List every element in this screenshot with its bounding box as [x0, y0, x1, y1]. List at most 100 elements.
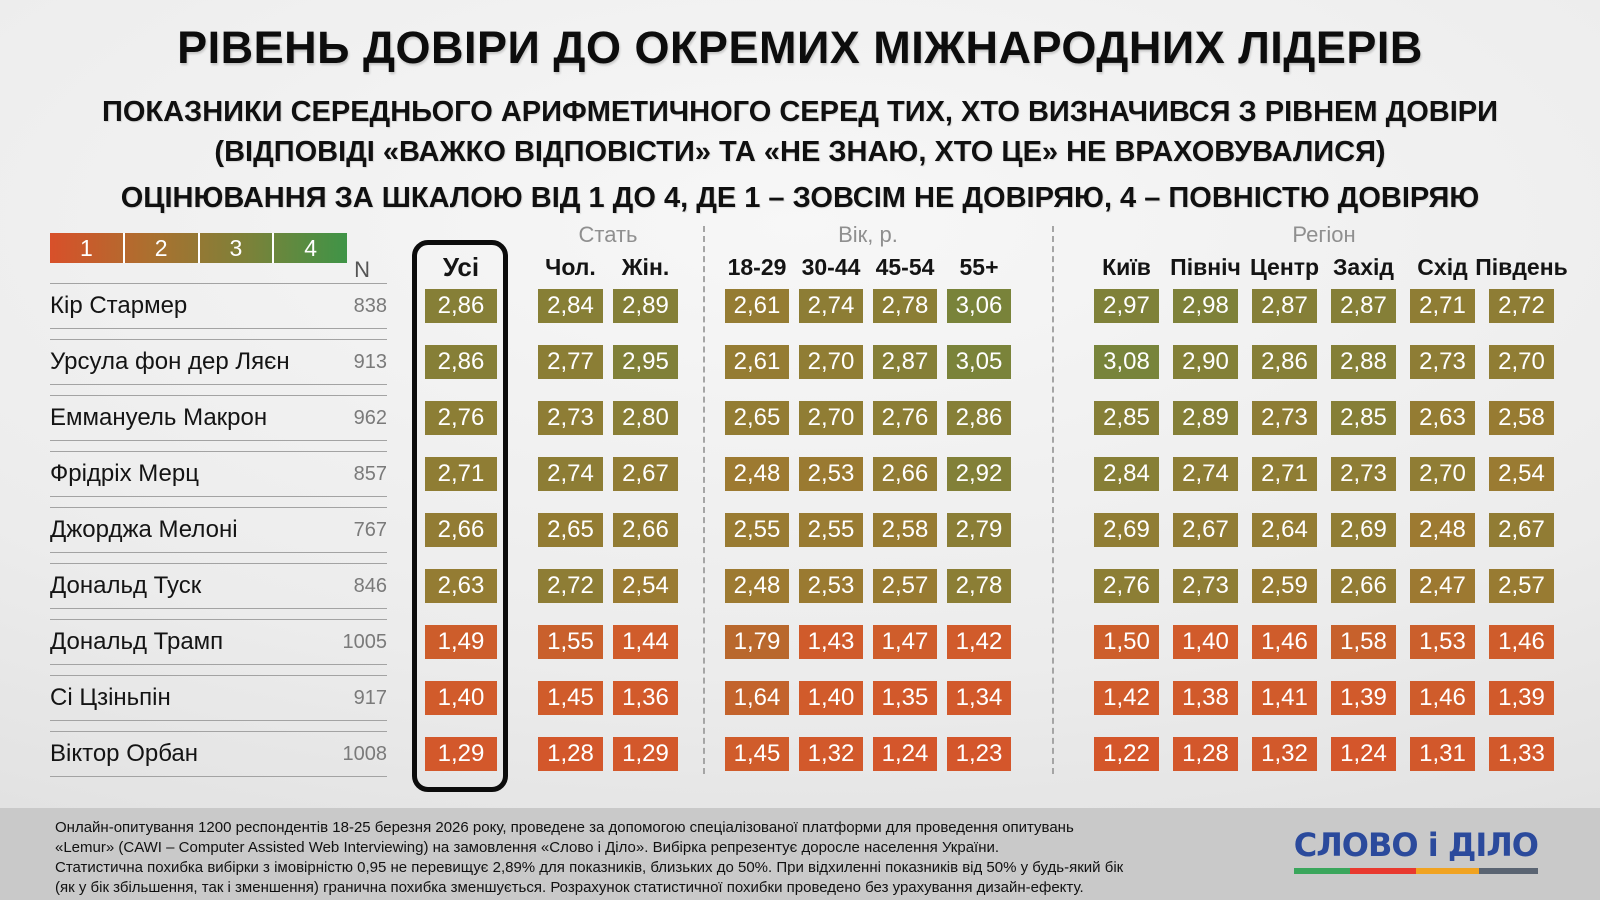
value-cell: 2,92 [947, 457, 1011, 491]
value-cell: 2,98 [1173, 289, 1238, 323]
column-header: 18-29 [727, 253, 787, 280]
column-header: Чол. [545, 253, 596, 280]
subtitle-line-2: (ВІДПОВІДІ «ВАЖКО ВІДПОВІСТИ» ТА «НЕ ЗНА… [214, 136, 1386, 168]
value-cell: 2,74 [1173, 457, 1238, 491]
leader-name: Дональд Трамп [50, 628, 224, 655]
leader-sample-size: 917 [353, 686, 387, 709]
value-cell: 1,50 [1094, 625, 1159, 659]
value-cell: 1,64 [725, 681, 789, 715]
value-cell: 1,36 [613, 681, 678, 715]
value-cell: 1,58 [1331, 625, 1396, 659]
methodology-line: Онлайн-опитування 1200 респондентів 18-2… [55, 819, 1074, 836]
value-cell: 1,55 [538, 625, 603, 659]
leader-name: Еммануель Макрон [50, 404, 268, 431]
subtitle-line-1: ПОКАЗНИКИ СЕРЕДНЬОГО АРИФМЕТИЧНОГО СЕРЕД… [101, 96, 1498, 128]
value-cell: 1,40 [425, 681, 497, 715]
legend-step-1: 1 [50, 233, 125, 263]
value-cell: 2,70 [1410, 457, 1475, 491]
group-divider-gender-age [703, 226, 705, 774]
column-group-age: Вік, р. 18-29 30-44 45-54 55+ 2,61 2,74 2,78 3,0… [725, 222, 1011, 782]
legend-step-4: 4 [304, 234, 318, 261]
value-cell-row: 1,49 [425, 625, 497, 659]
value-cell-row: 1,40 [425, 681, 497, 715]
logo-bar-segment [1415, 868, 1480, 874]
value-cell: 1,31 [1410, 737, 1475, 771]
value-cell-row: 2,48 2,53 2,57 2,78 [725, 569, 1011, 603]
value-cell: 2,87 [873, 345, 937, 379]
value-cell: 2,65 [725, 401, 789, 435]
value-cell: 2,48 [725, 569, 789, 603]
value-cell-row: 2,84 2,74 2,71 2,73 2,70 2,54 [1094, 457, 1554, 491]
value-cell-row: 1,45 1,32 1,24 1,23 [725, 737, 1011, 771]
value-cell: 1,35 [873, 681, 937, 715]
leader-name: Джорджа Мелоні [50, 516, 238, 543]
value-cell-row: 2,85 2,89 2,73 2,85 2,63 2,58 [1094, 401, 1554, 435]
logo-wordmark: СЛОВО і ДІЛО [1293, 826, 1539, 864]
leader-row: Віктор Орбан 1008 [50, 731, 387, 777]
group-label-region: Регіон [1292, 222, 1356, 247]
leader-names-column: Кір Стармер 838 Урсула фон дер Ляєн 913 Емма… [50, 283, 387, 787]
value-cell: 1,79 [725, 625, 789, 659]
value-cell: 2,73 [538, 401, 603, 435]
value-cell: 2,70 [799, 345, 863, 379]
leader-sample-size: 1008 [342, 742, 388, 765]
value-cell: 2,86 [947, 401, 1011, 435]
methodology-line: «Lemur» (CAWI – Computer Assisted Web In… [55, 839, 1000, 856]
value-cell: 2,65 [538, 513, 603, 547]
value-cell: 2,63 [1410, 401, 1475, 435]
value-cell: 2,67 [1489, 513, 1554, 547]
value-cell-row: 1,50 1,40 1,46 1,58 1,53 1,46 [1094, 625, 1554, 659]
column-group-region: Регіон Київ Північ Центр Захід Схід Південь 2,9… [1094, 222, 1568, 782]
value-cell: 1,28 [1173, 737, 1238, 771]
value-cell: 1,40 [1173, 625, 1238, 659]
value-cell-row: 2,86 [425, 345, 497, 379]
value-cell: 2,48 [1410, 513, 1475, 547]
value-cell-row: 2,66 [425, 513, 497, 547]
value-cell-row: 1,79 1,43 1,47 1,42 [725, 625, 1011, 659]
leader-name: Сі Цзіньпін [50, 684, 171, 711]
value-cell: 2,61 [725, 345, 789, 379]
value-cell: 2,69 [1094, 513, 1159, 547]
value-cell: 2,76 [1094, 569, 1159, 603]
value-cell: 3,05 [947, 345, 1011, 379]
value-cell: 2,76 [425, 401, 497, 435]
value-cell-row: 2,77 2,95 [538, 345, 678, 379]
column-headers-age: 18-29 30-44 45-54 55+ [725, 250, 1011, 284]
value-cell: 2,76 [873, 401, 937, 435]
leader-row: Еммануель Макрон 962 [50, 395, 387, 441]
column-header: Центр [1249, 253, 1320, 280]
column-header: Київ [1102, 253, 1151, 280]
value-cell: 2,61 [725, 289, 789, 323]
value-cell: 2,87 [1252, 289, 1317, 323]
value-cell-row: 2,86 [425, 289, 497, 323]
value-cell: 1,28 [538, 737, 603, 771]
logo-color-bar [1293, 868, 1538, 874]
column-headers-usi: Усі [425, 250, 497, 284]
value-cell: 2,58 [1489, 401, 1554, 435]
column-header: Жін. [621, 253, 670, 280]
value-cell: 1,43 [799, 625, 863, 659]
value-cell: 2,73 [1252, 401, 1317, 435]
value-cell: 2,67 [613, 457, 678, 491]
value-cell: 2,80 [613, 401, 678, 435]
value-cell: 2,86 [425, 289, 497, 323]
leader-name: Урсула фон дер Ляєн [50, 348, 290, 375]
values-grid: Усі 2,86 2,86 2,76 2,71 2,66 2,63 1,49 1,40 1,29 С… [0, 222, 1600, 782]
value-cell: 2,59 [1252, 569, 1317, 603]
value-cell: 2,72 [1489, 289, 1554, 323]
value-cell: 1,44 [613, 625, 678, 659]
value-cell: 2,67 [1173, 513, 1238, 547]
leader-name: Віктор Орбан [50, 740, 199, 767]
leader-name: Фрідріх Мерц [50, 460, 199, 487]
value-cell: 1,24 [1331, 737, 1396, 771]
logo-bar-segment [1293, 868, 1350, 874]
value-cell: 2,64 [1252, 513, 1317, 547]
value-cell-row: 1,42 1,38 1,41 1,39 1,46 1,39 [1094, 681, 1554, 715]
leader-row: Дональд Туск 846 [50, 563, 387, 609]
value-cell: 2,85 [1331, 401, 1396, 435]
value-cell: 2,47 [1410, 569, 1475, 603]
leader-row: Сі Цзіньпін 917 [50, 675, 387, 721]
value-cell: 1,22 [1094, 737, 1159, 771]
value-cell: 1,32 [799, 737, 863, 771]
methodology-text: Онлайн-опитування 1200 респондентів 18-2… [55, 818, 1123, 898]
